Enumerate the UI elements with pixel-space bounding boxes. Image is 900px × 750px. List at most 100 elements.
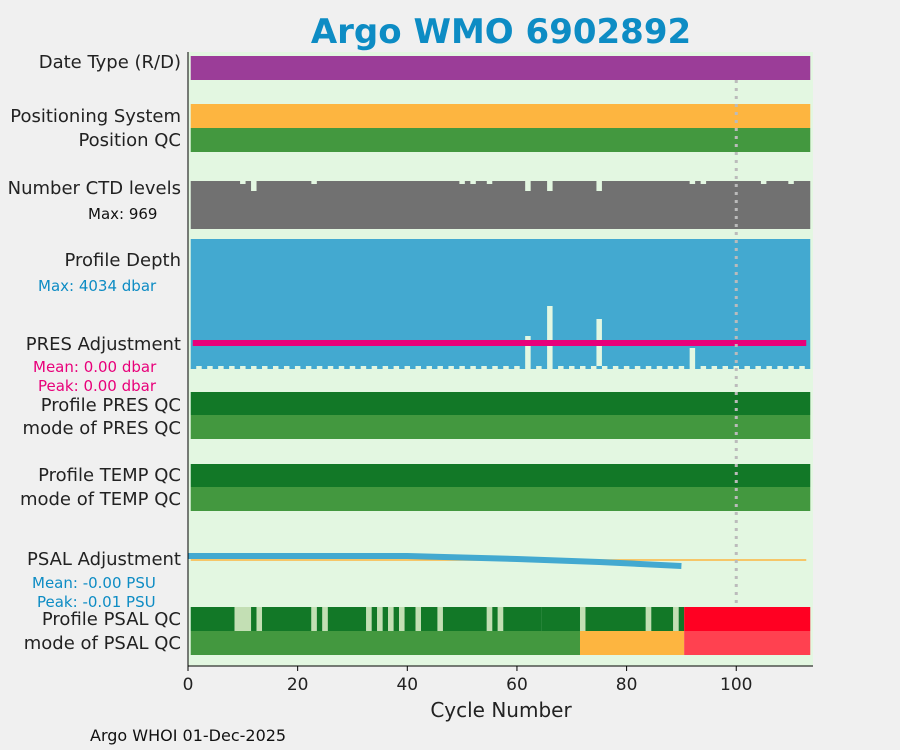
- depth-tail: [552, 366, 559, 369]
- depth-tail: [311, 366, 317, 369]
- x-tick-label: 60: [506, 675, 528, 695]
- ctd-dip: [470, 181, 476, 184]
- label-profile-pres-qc: Profile PRES QC: [40, 395, 181, 416]
- depth-tail: [475, 366, 482, 369]
- ctd-max-text: Max: 969: [88, 205, 158, 223]
- mode-pres-qc-bar: [190, 415, 811, 439]
- depth-notch: [547, 306, 553, 366]
- psal-qc-segment: [421, 607, 438, 631]
- depth-tail: [366, 366, 372, 369]
- depth-tail: [431, 366, 438, 369]
- psal-qc-segment: [541, 607, 580, 631]
- psal-qc-segment: [377, 607, 383, 631]
- depth-tail: [344, 366, 350, 369]
- depth-tail: [782, 366, 789, 369]
- depth-tail: [300, 366, 306, 369]
- psal-qc-segment: [234, 607, 252, 631]
- label-mode-temp-qc: mode of TEMP QC: [19, 489, 181, 510]
- psal-qc-segment: [503, 607, 542, 631]
- depth-tail: [453, 366, 460, 369]
- depth-tail: [256, 366, 263, 369]
- depth-tail: [267, 366, 273, 369]
- x-tick-label: 100: [720, 675, 752, 695]
- ctd-dip: [459, 181, 465, 184]
- psal-qc-segment: [256, 607, 263, 631]
- psal-qc-segment: [415, 607, 422, 631]
- depth-tail: [399, 366, 405, 369]
- psal-mean-text: Mean: -0.00 PSU: [32, 574, 156, 592]
- depth-tail: [607, 366, 613, 369]
- depth-tail: [190, 366, 197, 369]
- depth-tail: [793, 366, 800, 369]
- label-pres-adjustment: PRES Adjustment: [25, 334, 181, 355]
- depth-tail: [717, 366, 723, 369]
- x-tick-label: 80: [616, 675, 638, 695]
- psal-peak-text: Peak: -0.01 PSU: [37, 593, 156, 611]
- ctd-dip: [788, 181, 794, 184]
- psal-mode-segment: [190, 631, 580, 655]
- depth-tail: [355, 366, 361, 369]
- profile-depth-bar: [190, 239, 811, 366]
- depth-tail: [442, 366, 449, 369]
- depth-tail: [223, 366, 230, 369]
- psal-qc-segment: [190, 607, 235, 631]
- depth-tail: [749, 366, 756, 369]
- depth-notch: [525, 336, 531, 366]
- depth-tail: [618, 366, 624, 369]
- pres-mean-text: Mean: 0.00 dbar: [33, 358, 157, 376]
- psal-qc-segment: [327, 607, 367, 631]
- profile-temp-qc-bar: [190, 464, 811, 487]
- depth-tail: [662, 366, 668, 369]
- label-ctd-levels: Number CTD levels: [7, 178, 181, 199]
- depth-tail: [245, 366, 252, 369]
- psal-qc-segment: [492, 607, 498, 631]
- position-qc-bar: [190, 128, 811, 152]
- x-tick-label: 20: [287, 675, 309, 695]
- depth-max-text: Max: 4034 dbar: [38, 277, 157, 295]
- psal-qc-segment: [393, 607, 400, 631]
- depth-tail: [804, 366, 811, 369]
- profile-pres-qc-bar: [190, 392, 811, 415]
- depth-tail: [497, 366, 504, 369]
- pres-peak-text: Peak: 0.00 dbar: [38, 377, 157, 395]
- depth-tail: [574, 366, 580, 369]
- ctd-dip: [525, 181, 531, 191]
- psal-qc-segment: [684, 607, 811, 631]
- depth-notch: [689, 348, 696, 366]
- ctd-dip: [596, 181, 602, 191]
- label-profile-temp-qc: Profile TEMP QC: [38, 465, 181, 486]
- depth-tail: [377, 366, 383, 369]
- depth-tail: [771, 366, 778, 369]
- ctd-dip: [486, 181, 493, 184]
- label-profile-depth: Profile Depth: [64, 250, 181, 271]
- depth-tail: [508, 366, 515, 369]
- ctd-dip: [240, 181, 246, 184]
- psal-qc-segment: [486, 607, 493, 631]
- psal-qc-segment: [651, 607, 674, 631]
- label-position-qc: Position QC: [78, 130, 181, 151]
- psal-qc-segment: [311, 607, 317, 631]
- label-profile-psal-qc: Profile PSAL QC: [41, 609, 181, 630]
- psal-qc-segment: [251, 607, 257, 631]
- x-tick-label: 40: [396, 675, 418, 695]
- psal-mode-segment: [579, 631, 685, 655]
- psal-qc-segment: [404, 607, 416, 631]
- x-tick-label: 0: [183, 675, 194, 695]
- depth-tail: [760, 366, 767, 369]
- depth-tail: [706, 366, 712, 369]
- depth-tail: [201, 366, 208, 369]
- ctd-dip: [760, 181, 767, 184]
- psal-qc-segment: [645, 607, 652, 631]
- psal-mode-segment: [684, 631, 811, 655]
- depth-tail: [486, 366, 493, 369]
- psal-qc-segment: [673, 607, 679, 631]
- depth-tail: [651, 366, 657, 369]
- psal-adjustment-line: [188, 553, 682, 569]
- psal-qc-segment: [585, 607, 646, 631]
- ctd-dip: [547, 181, 553, 191]
- psal-qc-segment: [366, 607, 372, 631]
- depth-tail: [289, 366, 295, 369]
- depth-tail: [629, 366, 635, 369]
- depth-tail: [684, 366, 690, 369]
- x-axis-label: Cycle Number: [430, 698, 572, 722]
